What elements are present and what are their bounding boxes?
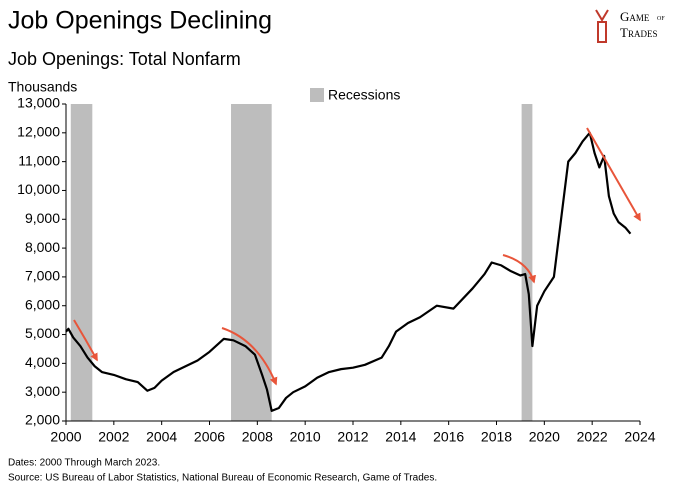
arrow xyxy=(586,127,641,222)
logo: Game of Trades xyxy=(595,9,665,43)
line xyxy=(65,131,632,413)
x-tick-label: 2016 xyxy=(433,429,464,445)
x-tick-label: 2008 xyxy=(242,429,273,445)
x-tick-label: 2020 xyxy=(529,429,560,445)
y-tick-label: 4,000 xyxy=(25,354,60,370)
arrow xyxy=(502,254,536,284)
recession-band xyxy=(231,104,272,421)
logo-text: Trades xyxy=(620,25,657,40)
x-tick-label: 2002 xyxy=(98,429,129,445)
footnote: Dates: 2000 Through March 2023. xyxy=(8,458,160,469)
y-axis-label: Thousands xyxy=(8,79,77,95)
x-tick-label: 2006 xyxy=(194,429,225,445)
y-tick-label: 9,000 xyxy=(25,210,60,226)
arrow xyxy=(221,327,278,386)
y-tick-label: 5,000 xyxy=(25,325,60,341)
x-tick-label: 2018 xyxy=(481,429,512,445)
y-tick-label: 7,000 xyxy=(25,268,60,284)
footnote: Source: US Bureau of Labor Statistics, N… xyxy=(8,473,437,484)
y-tick-label: 2,000 xyxy=(25,412,60,428)
x-tick-label: 2014 xyxy=(385,429,416,445)
x-tick-label: 2000 xyxy=(50,429,81,445)
logo-text: of xyxy=(657,13,665,22)
annotation-arrows xyxy=(73,127,641,386)
arrow xyxy=(73,319,98,362)
x-tick-label: 2004 xyxy=(146,429,177,445)
legend-swatch xyxy=(310,88,324,102)
logo-icon xyxy=(595,9,609,43)
legend-label: Recessions xyxy=(328,87,400,103)
recession-band xyxy=(521,104,533,421)
x-tick-label: 2010 xyxy=(290,429,321,445)
chart-title: Job Openings Declining xyxy=(8,7,272,35)
y-tick-label: 6,000 xyxy=(25,296,60,312)
logo-text: Game xyxy=(620,9,650,24)
y-tick-label: 13,000 xyxy=(17,95,60,111)
recession-band xyxy=(70,104,93,421)
y-tick-label: 11,000 xyxy=(18,152,60,168)
y-tick-label: 10,000 xyxy=(17,181,60,197)
y-tick-label: 8,000 xyxy=(25,239,60,255)
x-tick-label: 2022 xyxy=(577,429,608,445)
y-tick-label: 3,000 xyxy=(25,383,60,399)
x-tick-label: 2024 xyxy=(624,429,655,445)
chart-subtitle: Job Openings: Total Nonfarm xyxy=(8,49,241,69)
x-tick-label: 2012 xyxy=(337,429,368,445)
y-tick-label: 12,000 xyxy=(17,124,60,140)
